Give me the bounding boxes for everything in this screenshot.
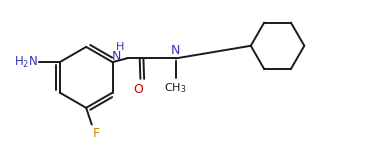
Text: N: N	[171, 44, 181, 57]
Text: O: O	[134, 83, 144, 96]
Text: N: N	[112, 50, 121, 63]
Text: F: F	[93, 127, 100, 140]
Text: CH$_3$: CH$_3$	[164, 81, 187, 95]
Text: H: H	[116, 42, 124, 52]
Text: H$_2$N: H$_2$N	[14, 55, 38, 70]
